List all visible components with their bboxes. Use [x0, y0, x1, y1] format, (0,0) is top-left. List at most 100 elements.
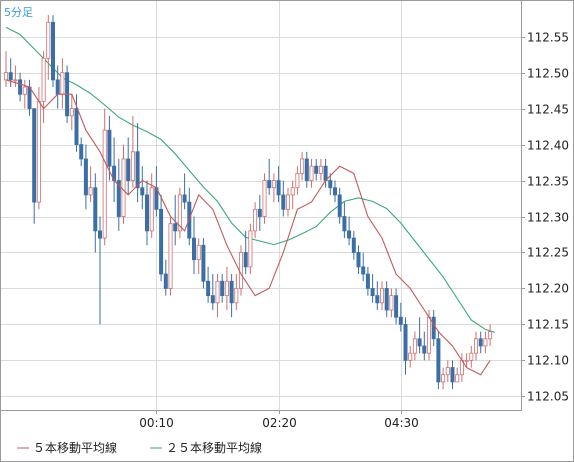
candle-body: [285, 194, 290, 210]
candle-body: [398, 316, 403, 325]
y-tick-label: 112.40: [527, 139, 569, 153]
candle-body: [69, 108, 74, 117]
grid: [0, 0, 521, 410]
candle-body: [36, 101, 41, 203]
candle-body: [102, 129, 107, 239]
candle-body: [191, 237, 196, 261]
candle-body: [201, 244, 206, 282]
candle-body: [450, 367, 455, 383]
candle-body: [88, 187, 93, 196]
candle-body: [126, 158, 131, 181]
candle-body: [304, 158, 309, 181]
candle-body: [121, 158, 126, 217]
candle-body: [196, 244, 201, 261]
candle-body: [389, 295, 394, 311]
candle-body: [177, 194, 182, 232]
candle-body: [318, 165, 323, 174]
candle-body: [370, 288, 375, 297]
candle-body: [60, 72, 65, 95]
candle-body: [22, 86, 27, 95]
candle-body: [173, 223, 178, 232]
y-tick-label: 112.25: [527, 246, 569, 260]
candle-body: [206, 280, 211, 297]
timeframe-label: 5分足: [4, 6, 33, 19]
candle-body: [417, 338, 422, 347]
candle-body: [13, 79, 18, 82]
candle-body: [436, 338, 441, 383]
candle-body: [248, 230, 253, 268]
candle-body: [234, 288, 239, 304]
candle-body: [107, 129, 112, 167]
candle-body: [356, 252, 361, 268]
candle-body: [79, 144, 84, 160]
candle-body: [55, 79, 60, 95]
ma5-layer: [5, 79, 491, 376]
candle-body: [351, 237, 356, 253]
candle-body: [337, 194, 342, 217]
candle-body: [271, 180, 276, 189]
candle-body: [290, 187, 295, 196]
candle-body: [220, 280, 225, 297]
candle-body: [46, 21, 51, 59]
candle-body: [168, 223, 173, 289]
candle-body: [445, 367, 450, 376]
candle-body: [469, 352, 474, 361]
candle-body: [243, 252, 248, 268]
candle-body: [347, 230, 352, 239]
legend-label-ma25: ２５本移動平均線: [166, 440, 262, 455]
y-tick-label: 112.45: [527, 103, 569, 117]
candle-body: [281, 194, 286, 210]
legend-label-ma5: ５本移動平均線: [33, 440, 117, 455]
candle-body: [41, 57, 46, 102]
candle-body: [140, 187, 145, 196]
candle-body: [361, 266, 366, 275]
y-axis: 112.55 112.50 112.45 112.40 112.35 112.30 112.…: [521, 31, 569, 404]
candle-body: [8, 72, 13, 81]
candle-body: [332, 187, 337, 196]
candle-body: [93, 187, 98, 232]
ma25-line: [5, 26, 495, 333]
x-tick-label: 04:30: [384, 416, 419, 430]
ma25-layer: [5, 26, 495, 333]
candle-body: [379, 288, 384, 304]
candle-body: [365, 273, 370, 289]
candle-body: [384, 288, 389, 311]
candle-body: [309, 165, 314, 181]
candle-body: [412, 338, 417, 354]
candle-body: [144, 194, 149, 232]
candle-body: [408, 352, 413, 361]
candle-body: [300, 158, 305, 174]
candle-body: [323, 165, 328, 181]
candle-body: [74, 108, 79, 145]
candle-body: [267, 180, 272, 189]
candle-body: [342, 216, 347, 232]
ma5-line: [5, 79, 491, 376]
candle-body: [488, 331, 493, 340]
x-axis: 00:10 02:20 04:30: [139, 410, 419, 430]
candle-body: [215, 280, 220, 304]
candle-body: [224, 280, 229, 297]
candle-body: [229, 280, 234, 304]
y-tick-label: 112.55: [527, 31, 569, 45]
x-tick-label: 02:20: [262, 416, 297, 430]
candle-body: [51, 21, 56, 81]
y-tick-label: 112.50: [527, 67, 569, 81]
x-tick-label: 00:10: [139, 416, 174, 430]
candle-body: [163, 273, 168, 289]
candle-body: [403, 324, 408, 361]
candle-body: [295, 172, 300, 189]
candle-body: [394, 295, 399, 318]
y-tick-label: 112.10: [527, 354, 569, 368]
y-tick-label: 112.20: [527, 282, 569, 296]
y-tick-label: 112.30: [527, 211, 569, 225]
candle-body: [135, 151, 140, 189]
candle-body: [257, 208, 262, 217]
candle-body: [116, 180, 121, 217]
candle-body: [441, 374, 446, 383]
y-tick-label: 112.05: [527, 390, 569, 404]
candle-body: [98, 230, 103, 239]
candle-body: [182, 194, 187, 203]
candle-body: [483, 338, 488, 347]
